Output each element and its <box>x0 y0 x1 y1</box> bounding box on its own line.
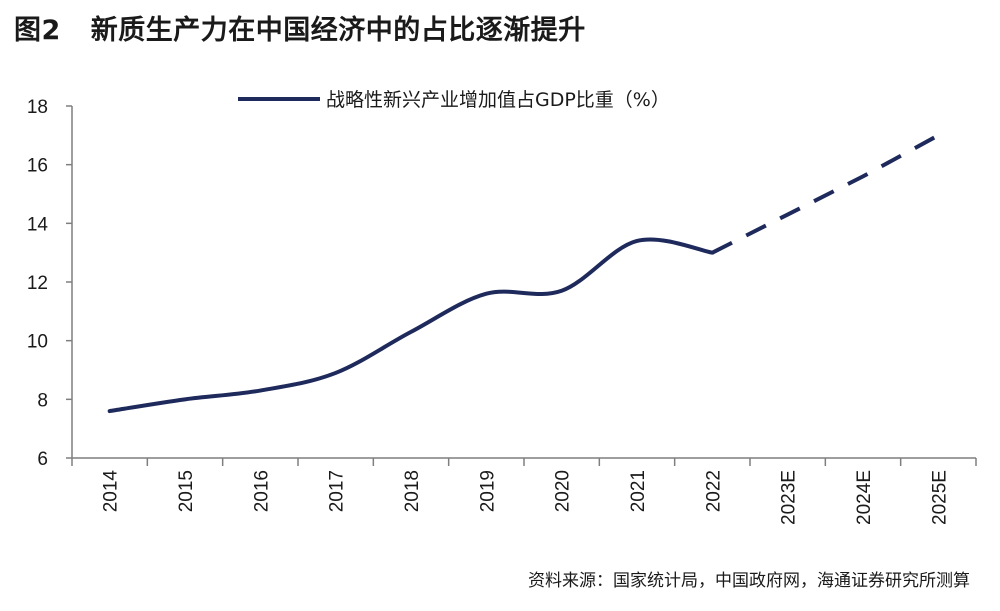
x-tick-label: 2021 <box>628 470 649 512</box>
x-tick-label: 2015 <box>176 470 197 512</box>
legend-label: 战略性新兴产业增加值占GDP比重（%） <box>326 89 670 111</box>
x-tick-label: 2018 <box>402 470 423 512</box>
figure-number: 图2 <box>14 15 61 46</box>
figure-title-text: 新质生产力在中国经济中的占比逐渐提升 <box>90 15 586 46</box>
y-tick-label: 12 <box>27 273 48 294</box>
axes: 6 8 10 12 14 16 18 2014 2015 2016 2017 2018 2019 2020… <box>27 97 977 525</box>
x-tick-label: 2017 <box>327 470 348 512</box>
y-tick-label: 14 <box>27 214 49 235</box>
x-tick-label: 2023E <box>779 470 800 525</box>
x-tick-label: 2019 <box>477 470 498 512</box>
y-tick-label: 16 <box>27 156 48 177</box>
legend: 战略性新兴产业增加值占GDP比重（%） <box>238 89 670 111</box>
x-tick-label: 2016 <box>251 470 272 512</box>
source-note: 资料来源：国家统计局，中国政府网，海通证券研究所测算 <box>528 571 970 591</box>
y-tick-label: 6 <box>37 449 48 470</box>
figure-title: 图2 新质生产力在中国经济中的占比逐渐提升 <box>14 8 586 47</box>
x-tick-label: 2022 <box>703 470 724 512</box>
y-tick-label: 18 <box>27 97 48 118</box>
x-tick-label: 2024E <box>854 470 875 525</box>
x-tick-label: 2020 <box>553 470 574 512</box>
x-tick-label: 2014 <box>101 470 122 513</box>
x-tick-label: 2025E <box>929 470 950 525</box>
y-tick-label: 8 <box>37 390 48 411</box>
series-line-actual <box>107 237 715 414</box>
y-tick-label: 10 <box>27 332 48 353</box>
series-line-forecast <box>711 133 940 255</box>
series-layer <box>107 133 940 414</box>
